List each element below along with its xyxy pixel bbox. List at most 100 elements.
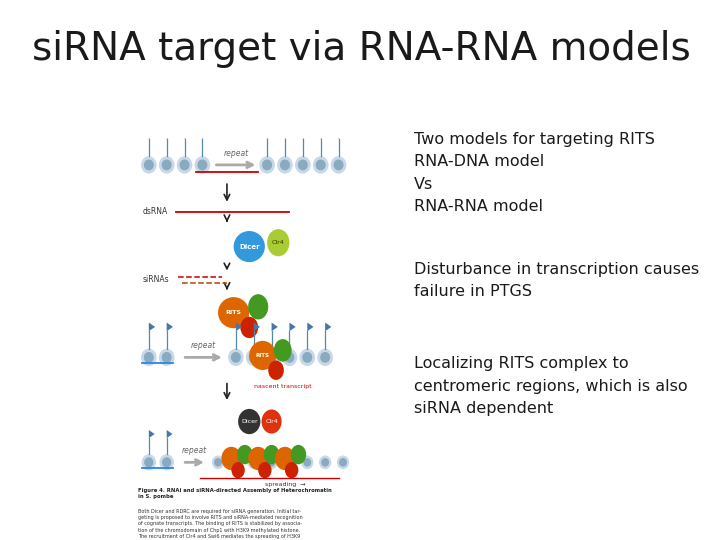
Ellipse shape xyxy=(144,352,154,363)
Ellipse shape xyxy=(230,456,242,469)
Ellipse shape xyxy=(268,458,276,467)
Polygon shape xyxy=(267,130,274,139)
Ellipse shape xyxy=(264,349,279,366)
Ellipse shape xyxy=(303,458,311,467)
Ellipse shape xyxy=(274,339,292,362)
Polygon shape xyxy=(166,130,173,139)
Ellipse shape xyxy=(214,458,222,467)
Ellipse shape xyxy=(285,462,298,478)
Ellipse shape xyxy=(313,156,328,174)
Ellipse shape xyxy=(258,462,271,478)
Ellipse shape xyxy=(291,445,306,464)
Polygon shape xyxy=(149,130,155,139)
Polygon shape xyxy=(285,130,291,139)
Ellipse shape xyxy=(162,352,171,363)
Ellipse shape xyxy=(197,159,207,170)
Text: Dicer: Dicer xyxy=(239,244,260,249)
Ellipse shape xyxy=(176,156,192,174)
Ellipse shape xyxy=(330,156,346,174)
Ellipse shape xyxy=(337,456,349,469)
Polygon shape xyxy=(236,322,242,331)
Polygon shape xyxy=(338,130,345,139)
Ellipse shape xyxy=(333,159,343,170)
Ellipse shape xyxy=(246,349,261,366)
Ellipse shape xyxy=(212,456,224,469)
Text: Clr4: Clr4 xyxy=(272,240,284,245)
Text: Figure 4. RNAi and siRNA-directed Assembly of Heterochromatin
in S. pombe: Figure 4. RNAi and siRNA-directed Assemb… xyxy=(138,488,331,500)
Ellipse shape xyxy=(248,456,260,469)
Polygon shape xyxy=(166,322,173,331)
Text: nascent transcript: nascent transcript xyxy=(254,384,312,389)
Ellipse shape xyxy=(319,456,331,469)
Ellipse shape xyxy=(141,156,157,174)
Ellipse shape xyxy=(237,445,253,464)
Ellipse shape xyxy=(159,454,174,470)
Ellipse shape xyxy=(144,159,154,170)
Ellipse shape xyxy=(231,462,245,478)
Text: spreading  →: spreading → xyxy=(265,482,305,487)
Text: dsRNA: dsRNA xyxy=(142,207,167,216)
Polygon shape xyxy=(202,130,209,139)
Text: Clr4: Clr4 xyxy=(265,419,278,424)
Ellipse shape xyxy=(259,156,275,174)
Ellipse shape xyxy=(232,458,240,467)
Polygon shape xyxy=(271,322,278,331)
Polygon shape xyxy=(289,322,296,331)
Polygon shape xyxy=(253,322,260,331)
Ellipse shape xyxy=(283,456,296,469)
Ellipse shape xyxy=(282,349,297,366)
Ellipse shape xyxy=(264,445,279,464)
Polygon shape xyxy=(307,322,313,331)
Polygon shape xyxy=(303,130,309,139)
Ellipse shape xyxy=(250,458,258,467)
Text: Dicer: Dicer xyxy=(241,419,258,424)
Ellipse shape xyxy=(284,352,294,363)
Polygon shape xyxy=(166,430,173,438)
Ellipse shape xyxy=(194,156,210,174)
Ellipse shape xyxy=(277,156,293,174)
Ellipse shape xyxy=(261,409,282,434)
Ellipse shape xyxy=(221,447,241,470)
Ellipse shape xyxy=(301,456,313,469)
Polygon shape xyxy=(149,322,155,331)
Ellipse shape xyxy=(298,159,308,170)
Text: repeat: repeat xyxy=(191,341,216,350)
Ellipse shape xyxy=(249,341,276,370)
Ellipse shape xyxy=(286,458,293,467)
Text: RITS: RITS xyxy=(256,353,270,358)
Ellipse shape xyxy=(238,409,261,434)
Polygon shape xyxy=(320,130,327,139)
Ellipse shape xyxy=(248,447,269,470)
Text: Two models for targeting RITS
RNA-DNA model
Vs
RNA-RNA model: Two models for targeting RITS RNA-DNA mo… xyxy=(414,132,655,214)
Polygon shape xyxy=(184,130,191,139)
Ellipse shape xyxy=(233,231,265,262)
Ellipse shape xyxy=(162,159,171,170)
Ellipse shape xyxy=(318,349,333,366)
Ellipse shape xyxy=(162,457,171,468)
Text: RITS: RITS xyxy=(225,310,242,315)
Ellipse shape xyxy=(266,456,278,469)
Text: Localizing RITS complex to
centromeric regions, which is also
siRNA dependent: Localizing RITS complex to centromeric r… xyxy=(414,356,688,416)
Ellipse shape xyxy=(218,297,249,328)
Ellipse shape xyxy=(240,317,258,338)
Ellipse shape xyxy=(262,159,272,170)
Text: Both Dicer and RDRC are required for siRNA generation. Initial tar-
geting is pr: Both Dicer and RDRC are required for siR… xyxy=(138,509,302,540)
Ellipse shape xyxy=(141,349,157,366)
Ellipse shape xyxy=(275,447,295,470)
Ellipse shape xyxy=(144,457,153,468)
Ellipse shape xyxy=(248,352,258,363)
Ellipse shape xyxy=(266,352,276,363)
Ellipse shape xyxy=(280,159,290,170)
Ellipse shape xyxy=(321,458,329,467)
Ellipse shape xyxy=(295,156,310,174)
Ellipse shape xyxy=(231,352,241,363)
Text: siRNA target via RNA-RNA models: siRNA target via RNA-RNA models xyxy=(32,30,691,68)
Ellipse shape xyxy=(248,294,269,320)
Ellipse shape xyxy=(339,458,347,467)
Ellipse shape xyxy=(267,229,289,256)
Ellipse shape xyxy=(269,361,284,380)
Text: Disturbance in transcription causes
failure in PTGS: Disturbance in transcription causes fail… xyxy=(414,262,699,299)
Polygon shape xyxy=(149,430,155,438)
Ellipse shape xyxy=(159,156,174,174)
Ellipse shape xyxy=(159,349,174,366)
